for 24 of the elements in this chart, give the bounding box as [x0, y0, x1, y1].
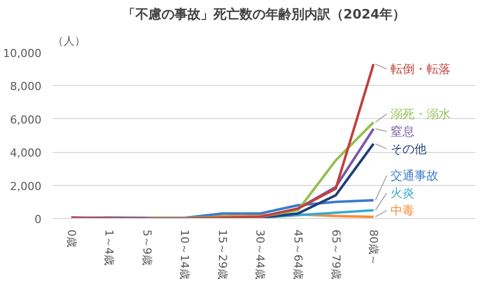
- x-tick-label: 0歳: [64, 230, 78, 248]
- y-tick-label: 0: [34, 213, 42, 226]
- x-tick-label: 5～9歳: [140, 230, 154, 266]
- x-tick-label: 65～79歳: [329, 230, 342, 280]
- y-tick-label: 10,000: [3, 47, 42, 60]
- text: 交通事故: [390, 168, 439, 183]
- y-tick-label: 6,000: [10, 113, 42, 126]
- x-tick-label: 30～44歳: [254, 230, 267, 280]
- y-tick-label: 4,000: [10, 146, 42, 160]
- x-tick-label: 80歳～: [367, 230, 380, 266]
- series-label: その他: [390, 142, 427, 156]
- series-label: 窒息: [390, 124, 415, 138]
- x-tick-label: 45～64歳: [291, 230, 304, 280]
- y-tick-label: 2,000: [10, 180, 42, 193]
- y-axis-title: （人）: [52, 34, 86, 48]
- x-tick-label: 1～4歳: [102, 230, 116, 266]
- series-label: 火炎: [390, 186, 415, 200]
- y-tick-label: 8,000: [10, 80, 42, 94]
- x-tick-label: 15～29歳: [216, 230, 229, 280]
- x-tick-label: 10～14歳: [178, 230, 192, 280]
- chart-title: 「不慮の事故」死亡数の年齢別内訳（2024年）: [122, 6, 406, 22]
- series-label: 中毒: [390, 203, 415, 218]
- series-label: 転倒・転落: [390, 62, 451, 76]
- series-label: 溺死・溺水: [390, 106, 451, 121]
